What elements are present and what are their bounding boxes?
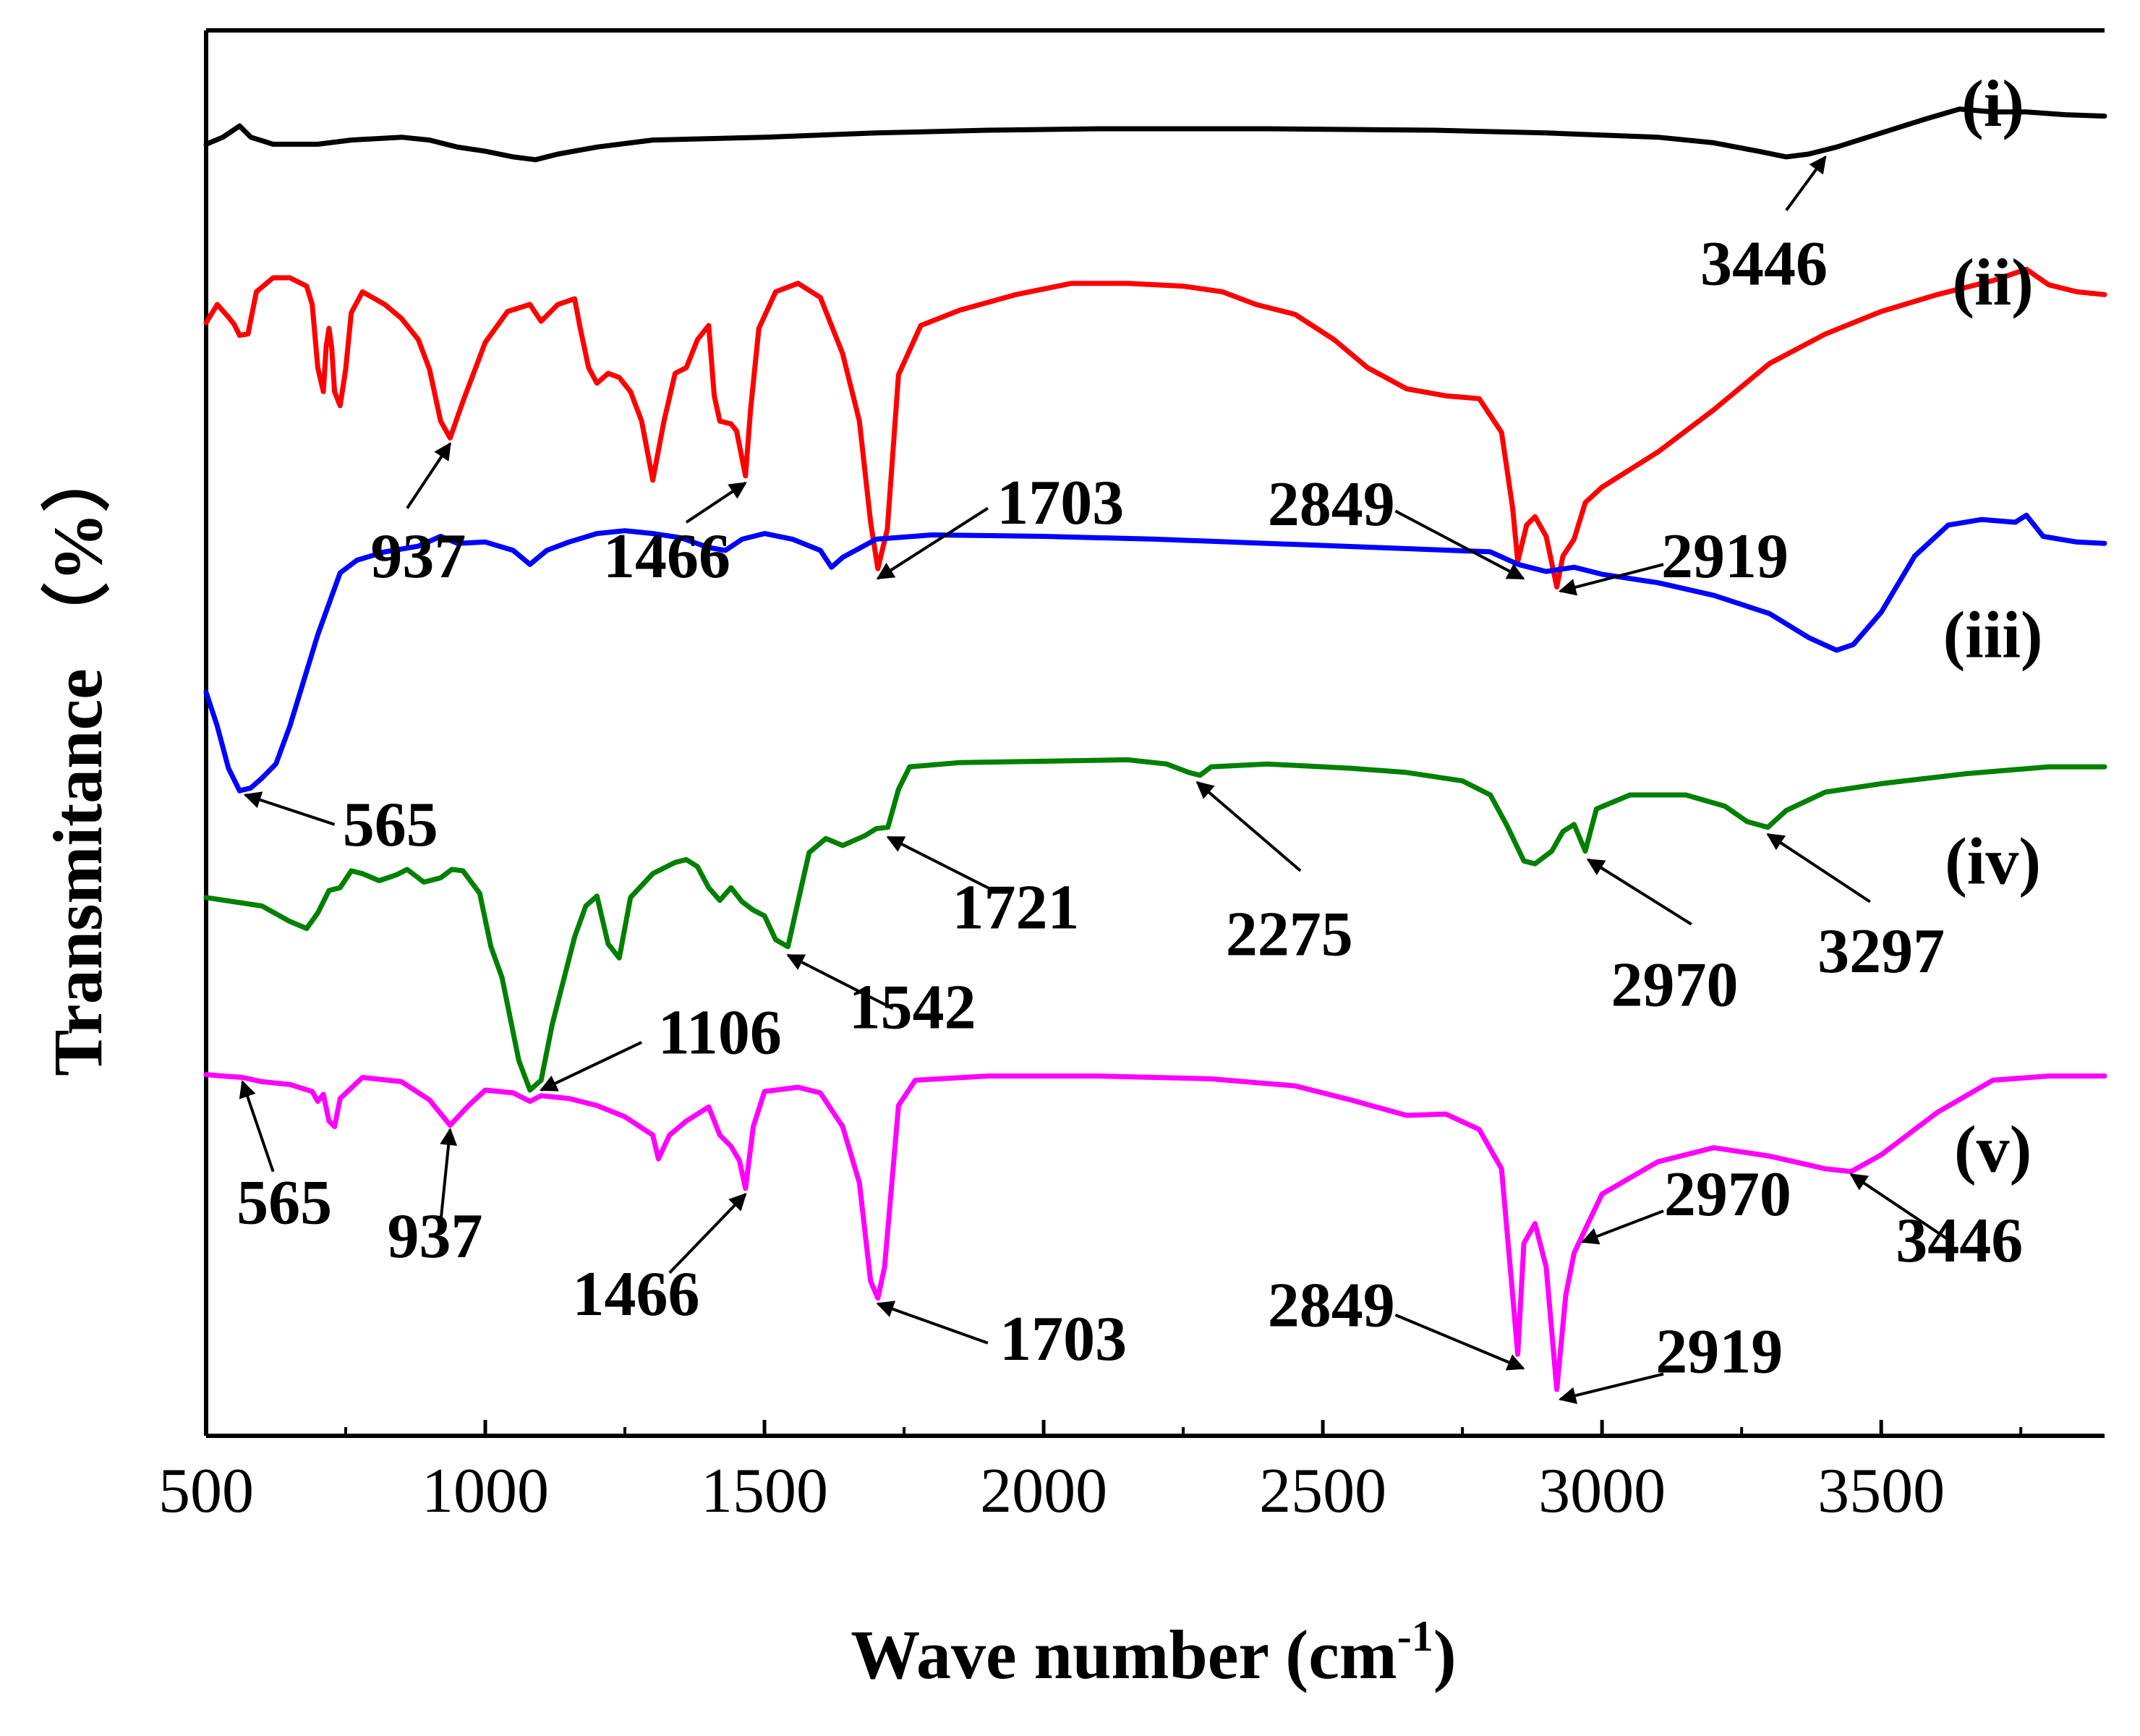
annotation-label: 1542 <box>849 973 976 1043</box>
annotation-arrow <box>243 791 336 826</box>
x-axis-title: Wave number (cm-1) <box>851 1612 1456 1693</box>
x-tick-label: 500 <box>158 1456 254 1526</box>
annotation-layer: 3446 937 1466 1703 2849 2919 565 1721 2275 1106 15… <box>236 155 2023 1405</box>
annotation-label: 937 <box>388 1201 483 1272</box>
annotation-label: 1466 <box>572 1259 699 1329</box>
series-line-2 <box>203 266 2107 590</box>
annotation-arrow <box>668 1193 747 1275</box>
x-tick-label: 2500 <box>1259 1456 1386 1526</box>
series-line-3 <box>203 512 2107 793</box>
x-tick-label: 3500 <box>1817 1456 1945 1526</box>
annotation-label: 1703 <box>997 468 1124 538</box>
x-tick-label: 2000 <box>980 1456 1107 1526</box>
annotation-arrow <box>1195 780 1302 872</box>
annotation-arrow <box>886 835 989 890</box>
series-line-4 <box>203 757 2107 1093</box>
annotation-arrow <box>1766 833 1871 903</box>
annotation-label: 2849 <box>1268 469 1395 540</box>
annotation-arrow <box>1558 563 1664 596</box>
annotation-label: 1703 <box>999 1304 1127 1374</box>
annotation-arrow <box>239 1080 275 1173</box>
annotation-arrow <box>439 1128 458 1222</box>
series-label-1: (i) <box>1961 67 2024 140</box>
annotation-arrow <box>540 1041 643 1092</box>
annotation-label: 565 <box>236 1168 332 1238</box>
annotation-arrow <box>876 506 989 580</box>
series-label-2: (ii) <box>1952 245 2033 319</box>
x-tick-label: 3000 <box>1538 1456 1666 1526</box>
annotation-label: 2970 <box>1664 1160 1791 1230</box>
x-axis-title-superscript: -1 <box>1397 1612 1433 1660</box>
plot-frame <box>204 28 2105 1438</box>
annotation-label: 1106 <box>658 998 782 1068</box>
annotation-label: 2919 <box>1655 1317 1783 1387</box>
annotation-arrow <box>685 481 747 524</box>
annotation-label: 3446 <box>1700 229 1828 299</box>
series-line-1 <box>203 106 2107 163</box>
annotation-arrow <box>1586 858 1692 926</box>
annotation-arrow <box>786 953 894 1010</box>
series-label-4: (iv) <box>1945 824 2041 898</box>
annotation-arrow <box>1580 1209 1664 1245</box>
annotation-label: 2275 <box>1226 899 1353 969</box>
x-tick-label: 1000 <box>422 1456 549 1526</box>
annotation-label: 3446 <box>1896 1206 2023 1276</box>
annotation-label: 1721 <box>952 873 1079 943</box>
series-label-5: (v) <box>1954 1112 2032 1186</box>
series-label-3: (iii) <box>1943 598 2043 672</box>
annotation-label: 2970 <box>1611 950 1739 1020</box>
series-line-5 <box>203 1072 2107 1392</box>
annotation-arrow <box>406 442 452 509</box>
x-tick-labels: 500 1000 1500 2000 2500 3000 3500 <box>158 1456 1945 1526</box>
x-tick-label: 1500 <box>701 1456 828 1526</box>
annotation-label: 2919 <box>1661 522 1789 592</box>
curve-labels: (i) (ii) (iii) (iv) (v) <box>1943 67 2043 1186</box>
y-axis-title: Transmitance （%） <box>39 443 116 1076</box>
annotation-arrow <box>1394 509 1525 580</box>
annotation-label: 2849 <box>1268 1270 1395 1340</box>
annotation-label: 937 <box>370 522 466 592</box>
annotation-label: 1466 <box>603 522 730 592</box>
annotation-arrow <box>1849 1173 1955 1245</box>
annotation-arrow <box>1785 155 1827 211</box>
annotation-label: 565 <box>343 790 438 860</box>
x-ticks <box>204 1420 2023 1436</box>
annotation-arrow <box>1558 1372 1664 1405</box>
annotation-arrow <box>1394 1314 1525 1371</box>
series-layer <box>203 106 2107 1392</box>
annotation-label: 3297 <box>1817 916 1945 987</box>
annotation-arrow <box>876 1301 989 1345</box>
